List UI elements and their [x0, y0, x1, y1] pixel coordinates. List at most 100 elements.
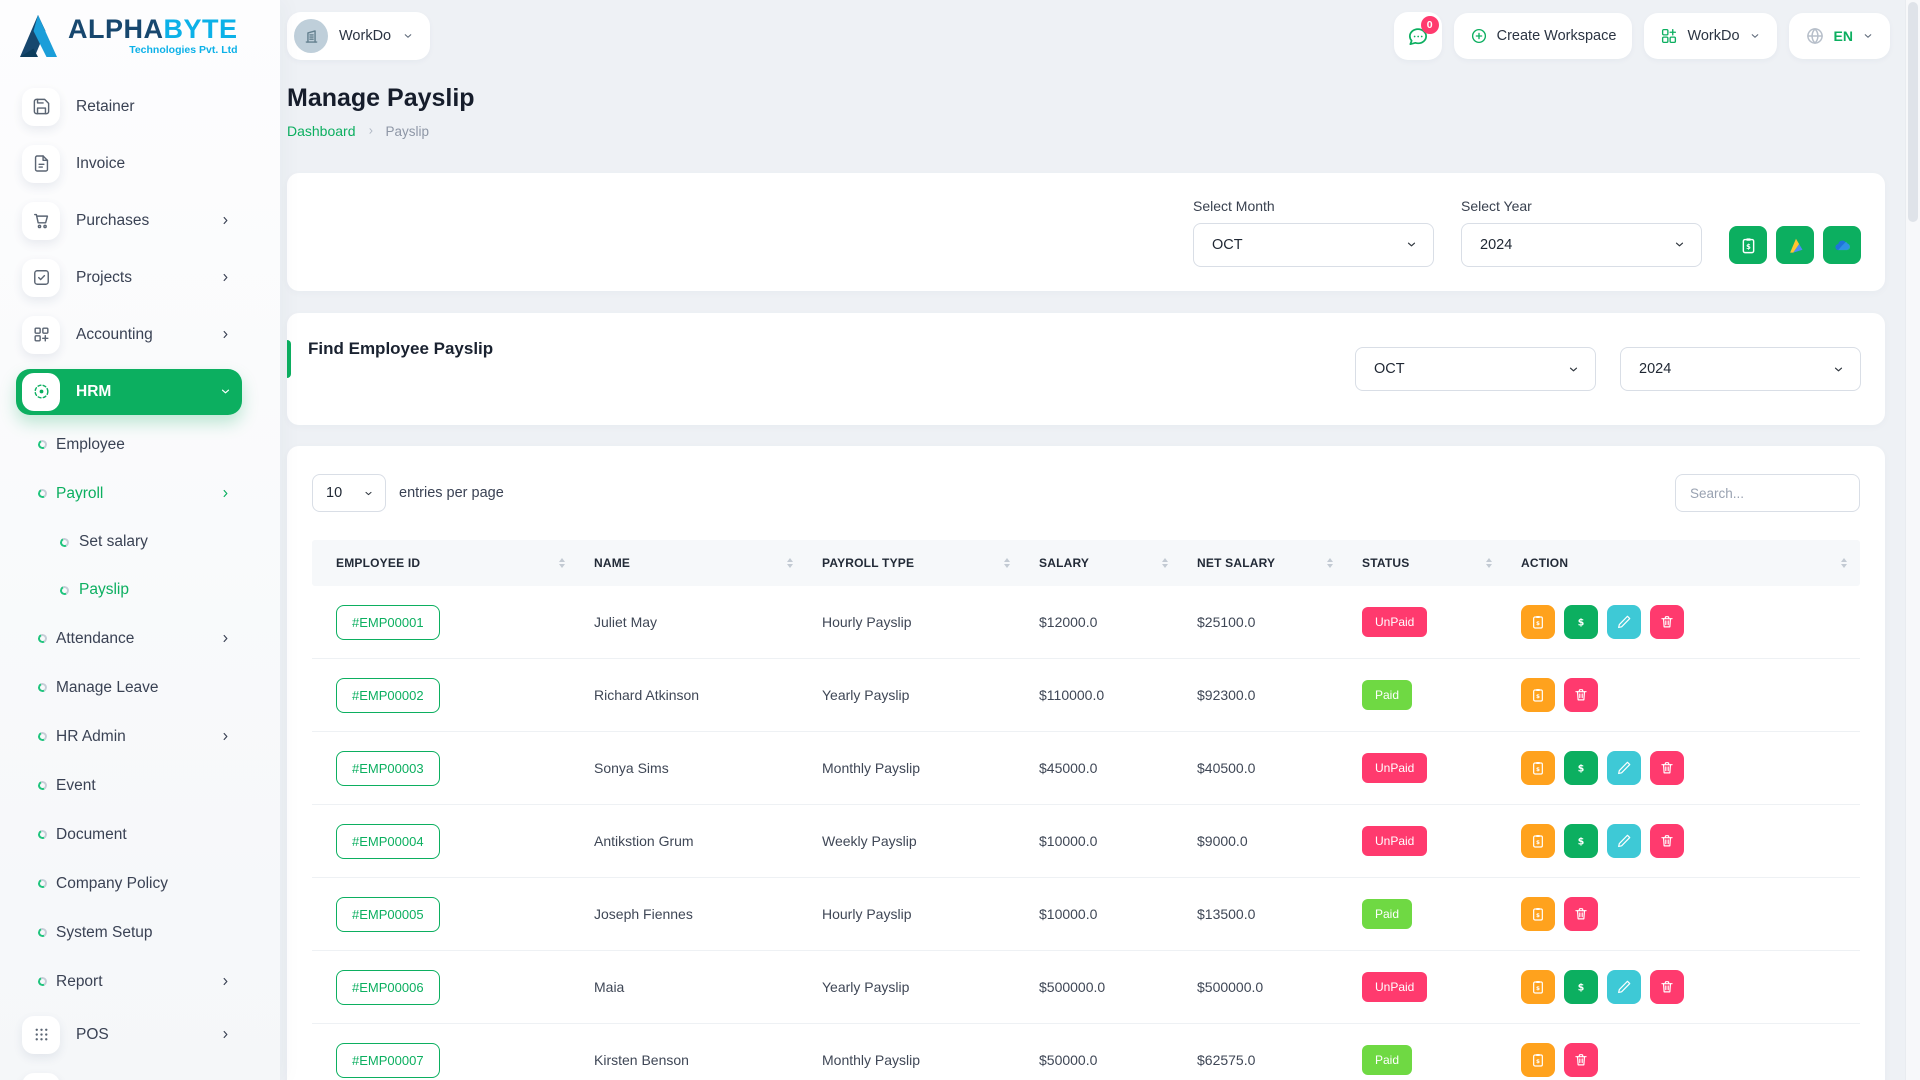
sidebar-item-label: Employee — [56, 435, 125, 453]
sidebar-item-hr-admin[interactable]: HR Admin — [16, 712, 242, 761]
dollar-icon: $ — [1573, 979, 1589, 995]
sidebar-item-pos[interactable]: POS — [16, 1006, 242, 1063]
find-year-select[interactable]: 2024 — [1620, 347, 1861, 391]
generate-payslip-button[interactable]: $ — [1729, 226, 1767, 264]
delete-action-button[interactable] — [1564, 897, 1598, 931]
sidebar-item-purchases[interactable]: Purchases — [16, 192, 242, 249]
messages-button[interactable]: 0 — [1393, 12, 1442, 60]
employee-id-button[interactable]: #EMP00001 — [336, 604, 440, 640]
employee-name: Sonya Sims — [594, 760, 669, 776]
sidebar-item-report[interactable]: Report — [16, 957, 242, 1006]
payslip-action-button[interactable]: $ — [1521, 605, 1555, 639]
floppy-icon — [22, 87, 60, 126]
workspace-switcher[interactable]: WorkDo — [287, 12, 431, 60]
sidebar-item-label: POS — [76, 1025, 109, 1043]
delete-action-button[interactable] — [1564, 678, 1598, 712]
chevron-down-icon — [363, 488, 374, 499]
sort-arrows-icon[interactable] — [1486, 558, 1492, 568]
sort-arrows-icon[interactable] — [787, 558, 793, 568]
delete-action-button[interactable] — [1650, 605, 1684, 639]
bullet-icon — [36, 487, 49, 500]
sort-arrows-icon[interactable] — [559, 558, 565, 568]
payslip-action-button[interactable]: $ — [1521, 1043, 1555, 1077]
bullet-icon — [58, 536, 71, 548]
page-scrollbar[interactable] — [1905, 0, 1920, 1080]
breadcrumb-dashboard-link[interactable]: Dashboard — [287, 123, 356, 139]
bullet-icon — [36, 438, 49, 451]
pay-action-button[interactable]: $ — [1564, 970, 1598, 1004]
create-workspace-button[interactable]: Create Workspace — [1453, 13, 1633, 59]
find-month-select[interactable]: OCT — [1355, 347, 1596, 391]
sidebar-item-retainer[interactable]: Retainer — [16, 78, 242, 135]
delete-action-button[interactable] — [1564, 1043, 1598, 1077]
sidebar-item-attendance[interactable]: Attendance — [16, 614, 242, 663]
sidebar-item-document[interactable]: Document — [16, 810, 242, 859]
sidebar-item-projects[interactable]: Projects — [16, 249, 242, 306]
payslip-action-button[interactable]: $ — [1521, 678, 1555, 712]
svg-text:$: $ — [1536, 913, 1540, 919]
payslip-action-button[interactable]: $ — [1521, 897, 1555, 931]
payslip-action-button[interactable]: $ — [1521, 824, 1555, 858]
create-workspace-label: Create Workspace — [1496, 28, 1617, 44]
edit-action-button[interactable] — [1607, 824, 1641, 858]
employee-id-button[interactable]: #EMP00004 — [336, 823, 440, 859]
sidebar-item-employee[interactable]: Employee — [16, 420, 242, 469]
onedrive-export-button[interactable] — [1823, 226, 1861, 264]
language-button[interactable]: EN — [1788, 13, 1890, 59]
svg-text:$: $ — [1536, 621, 1540, 627]
edit-action-button[interactable] — [1607, 970, 1641, 1004]
sidebar-item-manage-leave[interactable]: Manage Leave — [16, 663, 242, 712]
delete-action-button[interactable] — [1650, 824, 1684, 858]
pay-action-button[interactable]: $ — [1564, 605, 1598, 639]
sidebar-item-invoice[interactable]: Invoice — [16, 135, 242, 192]
search-input[interactable] — [1675, 474, 1860, 512]
employee-id-button[interactable]: #EMP00002 — [336, 677, 440, 713]
sidebar-item-label: Set salary — [79, 533, 148, 550]
entries-per-page-select[interactable]: 10 — [312, 474, 386, 512]
scrollbar-thumb[interactable] — [1908, 2, 1918, 222]
sidebar-item-label: Retainer — [76, 97, 135, 115]
clipboard-dollar-icon: $ — [1530, 1052, 1546, 1068]
breadcrumb-current: Payslip — [385, 123, 430, 139]
sort-arrows-icon[interactable] — [1162, 558, 1168, 568]
employee-id-button[interactable]: #EMP00007 — [336, 1042, 440, 1078]
sidebar-item-hrm[interactable]: HRM — [16, 368, 242, 415]
table-row: #EMP00006 Maia Yearly Payslip $500000.0 … — [312, 951, 1860, 1024]
month-select[interactable]: OCT — [1193, 222, 1434, 267]
delete-action-button[interactable] — [1650, 751, 1684, 785]
sidebar-item-event[interactable]: Event — [16, 761, 242, 810]
workdo-menu-button[interactable]: WorkDo — [1644, 13, 1777, 59]
pay-action-button[interactable]: $ — [1564, 751, 1598, 785]
sidebar-item-company-policy[interactable]: Company Policy — [16, 859, 242, 908]
employee-id-button[interactable]: #EMP00005 — [336, 896, 440, 932]
sort-arrows-icon[interactable] — [1327, 558, 1333, 568]
year-select[interactable]: 2024 — [1461, 222, 1702, 267]
sidebar-item-crm[interactable]: CRM — [16, 1063, 242, 1080]
edit-action-button[interactable] — [1607, 751, 1641, 785]
sort-arrows-icon[interactable] — [1841, 558, 1847, 568]
google-drive-export-button[interactable] — [1776, 226, 1814, 264]
svg-text:$: $ — [1536, 1059, 1540, 1065]
payslip-action-button[interactable]: $ — [1521, 970, 1555, 1004]
chevron-right-icon — [219, 271, 232, 284]
year-select-value: 2024 — [1480, 236, 1513, 253]
employee-name: Juliet May — [594, 614, 658, 630]
sidebar-item-payslip[interactable]: Payslip — [16, 566, 242, 614]
check-square-icon — [22, 258, 60, 297]
delete-action-button[interactable] — [1650, 970, 1684, 1004]
sidebar-item-system-setup[interactable]: System Setup — [16, 908, 242, 957]
edit-action-button[interactable] — [1607, 605, 1641, 639]
status-badge: UnPaid — [1362, 826, 1428, 856]
column-label: PAYROLL TYPE — [822, 556, 915, 570]
svg-text:$: $ — [1536, 986, 1540, 992]
employee-id-button[interactable]: #EMP00006 — [336, 969, 440, 1005]
sidebar-item-set-salary[interactable]: Set salary — [16, 518, 242, 566]
sidebar-item-accounting[interactable]: Accounting — [16, 306, 242, 363]
sort-arrows-icon[interactable] — [1004, 558, 1010, 568]
payslip-action-button[interactable]: $ — [1521, 751, 1555, 785]
pay-action-button[interactable]: $ — [1564, 824, 1598, 858]
employee-id-button[interactable]: #EMP00003 — [336, 750, 440, 786]
brand-logo[interactable]: ALPHABYTE Technologies Pvt. Ltd — [0, 0, 280, 72]
sidebar-item-payroll[interactable]: Payroll — [16, 469, 242, 518]
table-row: #EMP00005 Joseph Fiennes Hourly Payslip … — [312, 878, 1860, 951]
